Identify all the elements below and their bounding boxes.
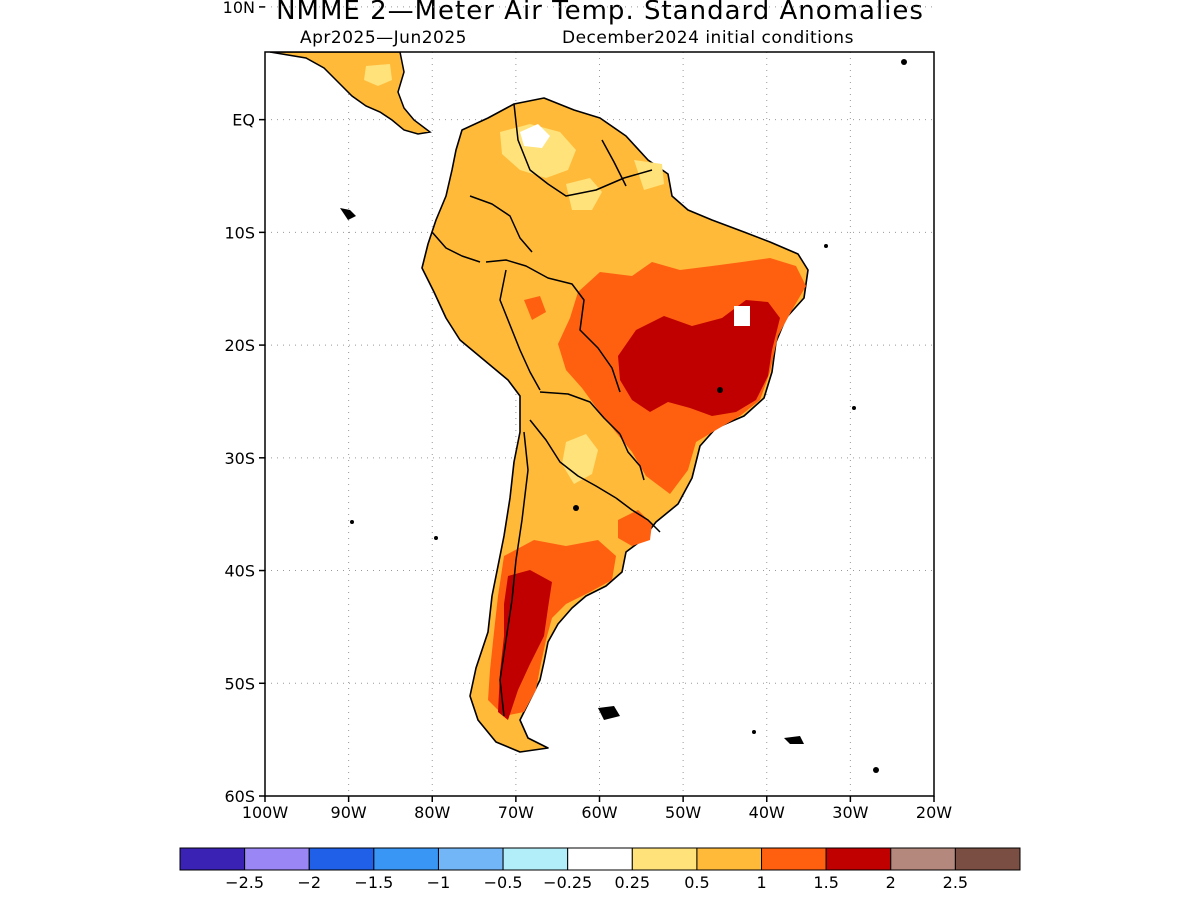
colorbar-labels: −2.5 −2 −1.5 −1 −0.5 −0.25 0.25 0.5 1 1.5 2 2.5 (225, 873, 968, 892)
lon-tick-label: 30W (832, 803, 868, 822)
colorbar-label: −0.25 (543, 873, 592, 892)
colorbar-swatch (825, 847, 892, 871)
colorbar-label: 1.5 (813, 873, 838, 892)
anomaly-red-central-brazil (618, 300, 780, 416)
colorbar-label: 1 (756, 873, 766, 892)
anomaly-pale-east-brazil (634, 160, 664, 190)
lon-tick-label: 50W (665, 803, 701, 822)
colorbar-swatch (437, 847, 504, 871)
colorbar-label: 2.5 (943, 873, 968, 892)
lat-tick-label: 10S (224, 223, 255, 242)
lon-tick-label: 100W (242, 803, 289, 822)
lat-tick-labels: 10N EQ 10S 20S 30S 40S 50S 60S (223, 0, 265, 806)
colorbar-label: −1 (427, 873, 451, 892)
anomaly-field (269, 52, 907, 773)
initial-conditions: December2024 initial conditions (562, 28, 854, 48)
anomaly-white-bahia (734, 306, 750, 326)
colorbar-label: 2 (886, 873, 896, 892)
colorbar-swatch (308, 847, 375, 871)
colorbar-label: −2 (297, 873, 321, 892)
colorbar-swatch (631, 847, 698, 871)
central-america-pale (364, 64, 392, 86)
forecast-period: Apr2025—Jun2025 (300, 28, 467, 48)
colorbar-label: −0.5 (484, 873, 523, 892)
islands (340, 59, 907, 773)
colorbar-label: −1.5 (354, 873, 393, 892)
anomaly-white-venezuela (520, 124, 550, 148)
lat-tick-label: 20S (224, 336, 255, 355)
lon-tick-label: 80W (414, 803, 450, 822)
anomaly-orange-uruguay (618, 510, 652, 546)
central-america-land (269, 52, 432, 135)
lon-tick-label: 70W (498, 803, 534, 822)
lon-tick-label: 40W (749, 803, 785, 822)
colorbar-swatch (696, 847, 763, 871)
lon-tick-label: 90W (331, 803, 367, 822)
colorbar-swatch (244, 847, 310, 871)
map-title: NMME 2—Meter Air Temp. Standard Anomalie… (276, 0, 924, 26)
colorbar-swatch (373, 847, 439, 871)
lat-tick-label: 10N (223, 0, 255, 17)
lat-tick-label: 40S (224, 562, 255, 581)
anomaly-pale-guiana (566, 178, 602, 210)
lon-tick-label: 60W (581, 803, 617, 822)
colorbar-swatch (179, 847, 246, 871)
colorbar-swatch (502, 847, 569, 871)
colorbar (179, 847, 1021, 871)
lat-tick-label: EQ (232, 111, 255, 130)
colorbar-label: 0.25 (614, 873, 650, 892)
colorbar-swatch (567, 847, 633, 871)
lat-tick-label: 60S (224, 787, 255, 806)
colorbar-swatch (890, 847, 956, 871)
country-borders (431, 103, 661, 717)
anomaly-pale-venezuela (500, 124, 576, 178)
colorbar-label: 0.5 (684, 873, 709, 892)
anomaly-orange-peru (524, 296, 546, 320)
colorbar-label: −2.5 (225, 873, 264, 892)
lat-tick-label: 30S (224, 449, 255, 468)
colorbar-swatch (954, 847, 1021, 871)
lon-tick-label: 20W (916, 803, 952, 822)
colorbar-swatch (761, 847, 827, 871)
lon-tick-labels: 100W 90W 80W 70W 60W 50W 40W 30W 20W (242, 796, 952, 822)
lat-tick-label: 50S (224, 674, 255, 693)
